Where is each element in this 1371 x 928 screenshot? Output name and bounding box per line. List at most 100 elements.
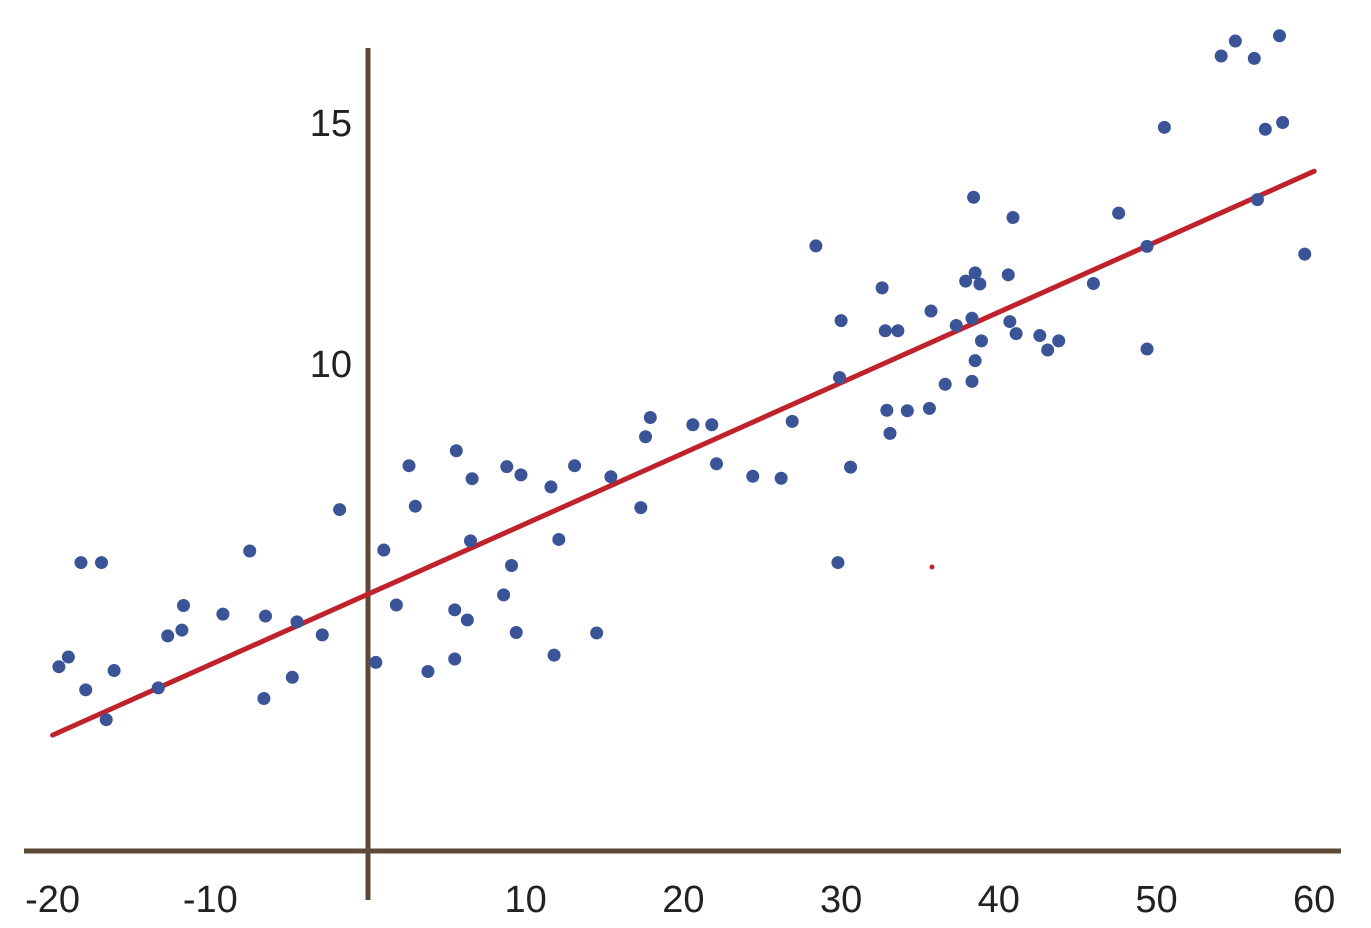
data-point xyxy=(333,503,347,517)
data-point xyxy=(965,374,979,388)
data-point xyxy=(1247,51,1261,65)
data-point xyxy=(875,281,889,295)
data-point xyxy=(544,480,558,494)
data-point xyxy=(1140,342,1154,356)
data-point xyxy=(1086,277,1100,291)
x-tick-label: -20 xyxy=(25,879,80,921)
data-point xyxy=(1214,49,1228,63)
data-point xyxy=(710,457,724,471)
data-point xyxy=(315,628,329,642)
data-point xyxy=(243,544,257,558)
y-tick-label: 10 xyxy=(310,344,352,386)
data-point xyxy=(161,629,175,643)
data-point xyxy=(967,190,981,204)
x-tick-label: 60 xyxy=(1293,879,1335,921)
data-point xyxy=(449,444,463,458)
data-point xyxy=(61,650,75,664)
data-point xyxy=(1052,334,1066,348)
data-point xyxy=(464,534,478,548)
x-tick-label: 30 xyxy=(820,879,862,921)
x-tick-labels: -20 -10 10 20 30 40 50 60 xyxy=(25,879,1335,921)
data-point xyxy=(785,414,799,428)
data-point xyxy=(809,239,823,253)
data-point xyxy=(389,598,403,612)
x-tick-label: 40 xyxy=(978,879,1020,921)
data-point xyxy=(1140,239,1154,253)
data-point xyxy=(968,354,982,368)
data-point xyxy=(634,501,648,515)
data-point xyxy=(52,660,66,674)
data-point xyxy=(568,459,582,473)
data-point xyxy=(834,314,848,328)
data-point xyxy=(1041,343,1055,357)
data-point xyxy=(686,418,700,432)
data-point xyxy=(74,556,88,570)
data-point xyxy=(831,556,845,570)
data-point xyxy=(1009,327,1023,341)
data-point xyxy=(547,648,561,662)
x-tick-label: 20 xyxy=(662,879,704,921)
data-point xyxy=(965,311,979,325)
data-point xyxy=(922,401,936,415)
data-point xyxy=(1250,193,1264,207)
data-point xyxy=(643,411,657,425)
data-point xyxy=(369,655,383,669)
stray-mark xyxy=(929,564,935,570)
data-point xyxy=(639,430,653,444)
data-point xyxy=(460,613,474,627)
data-point xyxy=(1157,120,1171,134)
data-point xyxy=(900,404,914,418)
data-point xyxy=(552,532,566,546)
y-tick-label: 15 xyxy=(310,103,352,145)
data-point xyxy=(1033,329,1047,343)
data-point xyxy=(844,460,858,474)
data-point xyxy=(604,470,618,484)
data-point xyxy=(79,683,93,697)
data-points xyxy=(52,29,1312,727)
data-point xyxy=(924,304,938,318)
data-point xyxy=(774,471,788,485)
x-tick-label: 50 xyxy=(1135,879,1177,921)
data-point xyxy=(151,681,165,695)
y-tick-labels: 10 15 xyxy=(310,103,352,386)
data-point xyxy=(258,609,272,623)
data-point xyxy=(1276,116,1290,130)
data-point xyxy=(377,543,391,557)
data-point xyxy=(176,598,190,612)
data-point xyxy=(878,324,892,338)
data-point xyxy=(99,713,113,727)
data-point xyxy=(949,318,963,332)
data-point xyxy=(1273,29,1287,43)
data-point xyxy=(938,377,952,391)
data-point xyxy=(500,460,514,474)
data-point xyxy=(1228,34,1242,48)
data-point xyxy=(448,603,462,617)
data-point xyxy=(968,266,982,280)
trend-line xyxy=(50,168,1317,738)
data-point xyxy=(891,324,905,338)
data-point xyxy=(408,499,422,513)
data-point xyxy=(505,558,519,572)
data-point xyxy=(833,370,847,384)
x-tick-label: -10 xyxy=(183,879,238,921)
data-point xyxy=(497,588,511,602)
data-point xyxy=(1003,315,1017,329)
data-point xyxy=(973,277,987,291)
data-point xyxy=(959,274,973,288)
data-point xyxy=(974,334,988,348)
data-point xyxy=(514,468,528,482)
data-point xyxy=(448,652,462,666)
data-point xyxy=(402,459,416,473)
data-point xyxy=(290,615,304,629)
data-point xyxy=(285,670,299,684)
data-point xyxy=(107,664,121,678)
data-point xyxy=(509,625,523,639)
data-point xyxy=(257,692,271,706)
data-point xyxy=(175,623,189,637)
data-point xyxy=(1001,268,1015,282)
data-point xyxy=(94,556,108,570)
x-tick-label: 10 xyxy=(505,879,547,921)
data-point xyxy=(590,626,604,640)
data-point xyxy=(1258,122,1272,136)
trend-line-group xyxy=(50,168,1317,738)
